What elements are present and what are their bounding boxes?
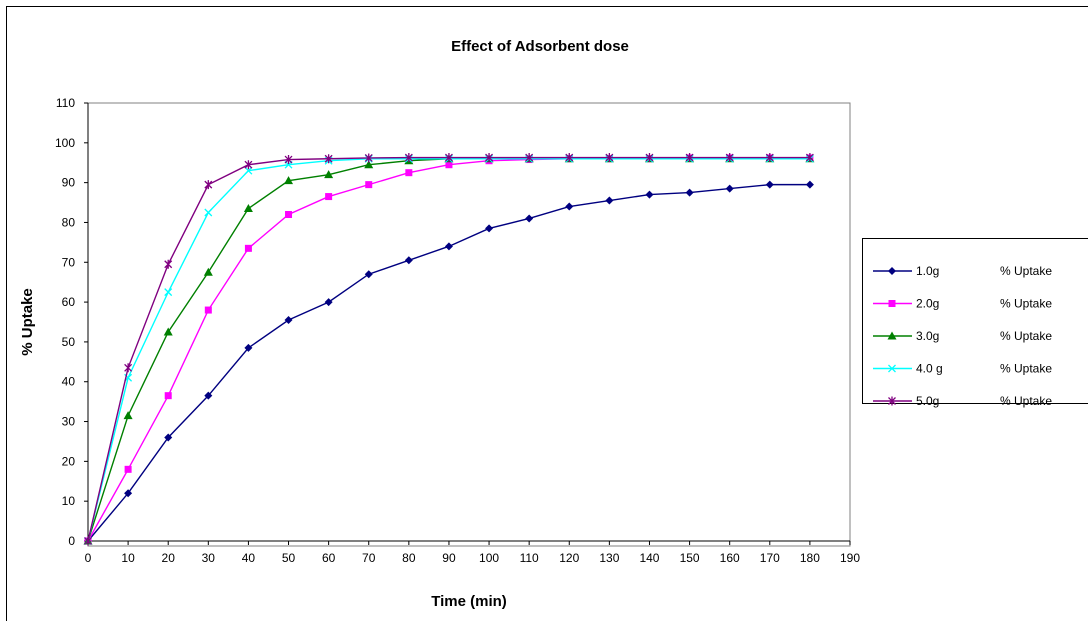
x-tick-label: 90 [442,551,456,565]
legend-suffix: % Uptake [1000,264,1052,278]
x-tick-label: 140 [639,551,659,565]
y-tick-label: 60 [62,295,76,309]
legend-suffix: % Uptake [1000,362,1052,376]
x-tick-label: 160 [720,551,740,565]
x-tick-label: 50 [282,551,296,565]
x-tick-label: 110 [520,551,539,565]
x-tick-label: 40 [242,551,256,565]
y-tick-label: 70 [62,255,76,269]
data-point [365,181,372,188]
y-tick-label: 40 [62,375,76,389]
legend-label: 4.0 g [916,362,943,376]
x-tick-label: 120 [559,551,579,565]
data-point [285,211,292,218]
data-point [325,193,332,200]
x-tick-label: 150 [680,551,700,565]
y-tick-label: 90 [62,176,76,190]
y-tick-label: 100 [55,136,75,150]
y-tick-label: 50 [62,335,76,349]
legend-label: 5.0g [916,394,939,408]
y-tick-label: 80 [62,215,76,229]
legend-label: 1.0g [916,264,939,278]
legend-label: 2.0g [916,297,939,311]
y-tick-label: 110 [56,96,75,110]
legend-suffix: % Uptake [1000,394,1052,408]
data-point [445,161,452,168]
data-point [245,245,252,252]
x-tick-label: 80 [402,551,416,565]
y-axis-title: % Uptake [19,288,36,356]
legend-suffix: % Uptake [1000,329,1052,343]
x-tick-label: 100 [479,551,499,565]
legend-suffix: % Uptake [1000,297,1052,311]
x-tick-label: 180 [800,551,820,565]
y-tick-label: 10 [62,494,76,508]
data-point [405,169,412,176]
x-tick-label: 170 [760,551,780,565]
x-tick-label: 10 [121,551,135,565]
x-axis-title: Time (min) [431,593,507,610]
data-point [125,466,132,473]
x-tick-label: 30 [202,551,216,565]
x-tick-label: 0 [85,551,92,565]
y-tick-label: 0 [68,534,75,548]
y-tick-label: 30 [62,415,76,429]
x-tick-label: 20 [162,551,176,565]
chart-title: Effect of Adsorbent dose [451,38,629,55]
data-point [205,307,212,314]
x-tick-label: 130 [599,551,619,565]
legend-marker [889,300,896,307]
legend-label: 3.0g [916,329,939,343]
x-tick-label: 70 [362,551,376,565]
x-tick-label: 60 [322,551,336,565]
legend-box [863,239,1088,404]
data-point [165,392,172,399]
x-tick-label: 190 [840,551,860,565]
y-tick-label: 20 [62,454,76,468]
